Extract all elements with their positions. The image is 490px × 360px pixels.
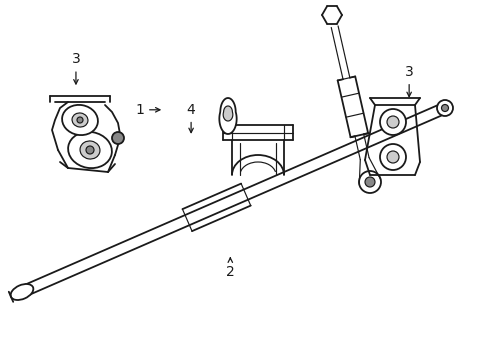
Text: 1: 1 [135,103,160,117]
Ellipse shape [387,116,399,128]
Ellipse shape [441,104,448,112]
Polygon shape [220,98,237,134]
Ellipse shape [112,132,124,144]
Text: 2: 2 [226,258,235,279]
Ellipse shape [77,117,83,123]
Polygon shape [223,106,233,121]
Ellipse shape [365,177,375,187]
Ellipse shape [86,146,94,154]
Ellipse shape [80,141,100,159]
Ellipse shape [380,109,406,135]
Ellipse shape [387,151,399,163]
Text: 3: 3 [72,53,80,84]
Ellipse shape [380,144,406,170]
Ellipse shape [62,105,98,135]
Ellipse shape [11,284,33,300]
Ellipse shape [68,132,112,168]
Ellipse shape [359,171,381,193]
Text: 3: 3 [405,65,414,96]
Ellipse shape [72,113,88,127]
Text: 4: 4 [187,103,196,132]
Ellipse shape [437,100,453,116]
